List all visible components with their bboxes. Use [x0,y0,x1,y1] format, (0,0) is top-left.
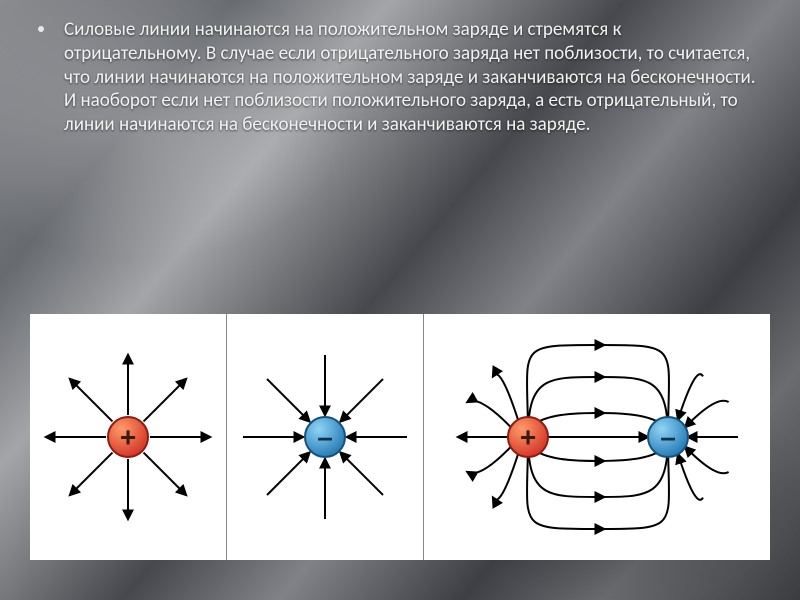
svg-text:+: + [120,422,136,453]
slide: Силовые линии начинаются на положительно… [0,0,800,600]
bullet-marker [38,26,44,32]
svg-text:–: – [660,422,676,453]
panel-positive: + [30,314,226,560]
panel-dipole: +– [423,314,772,560]
diagram-dipole: +– [424,314,772,560]
slide-text: Силовые линии начинаются на положительно… [64,18,760,137]
diagram-negative: – [227,314,423,560]
figure-strip: + – +– [30,314,770,560]
panel-negative: – [226,314,423,560]
diagram-positive: + [30,314,226,560]
svg-text:–: – [317,422,333,453]
svg-text:+: + [520,422,536,453]
